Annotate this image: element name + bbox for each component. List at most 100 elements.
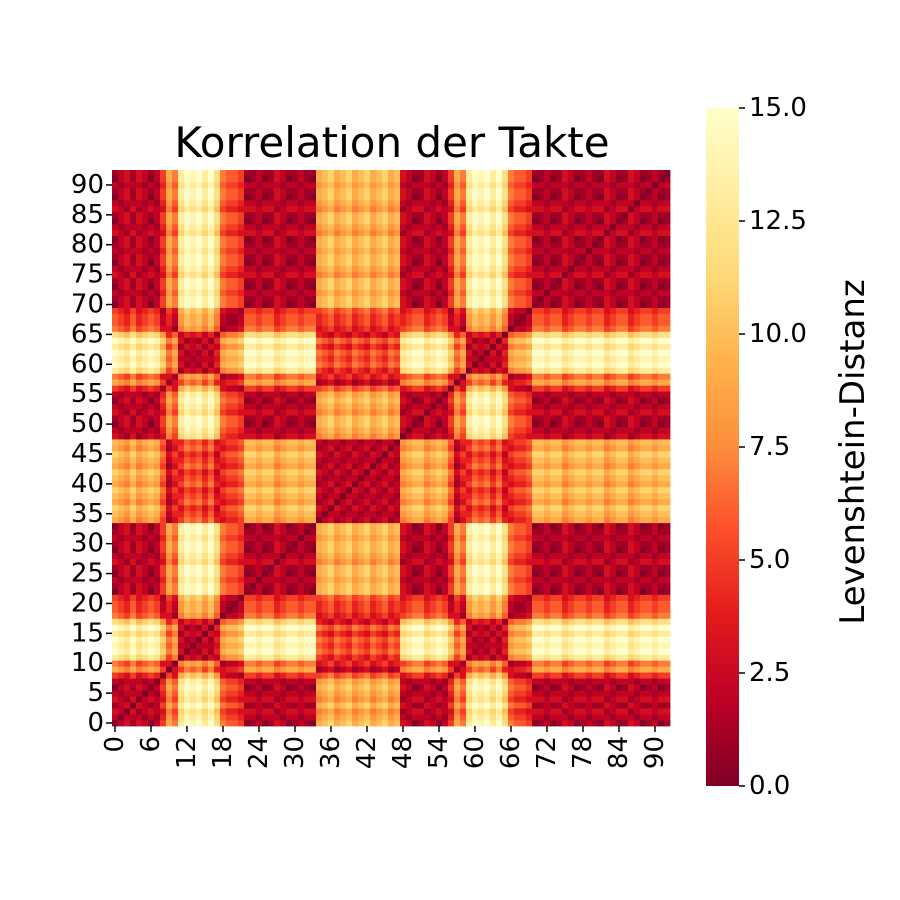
heatmap-cell	[280, 696, 287, 703]
heatmap-cell	[640, 415, 647, 422]
heatmap-cell	[334, 504, 341, 512]
heatmap-cell	[274, 690, 281, 697]
heatmap-cell	[388, 486, 395, 494]
heatmap-cell	[442, 522, 449, 530]
heatmap-cell	[232, 439, 239, 446]
heatmap-cell	[286, 672, 293, 679]
heatmap-cell	[496, 522, 503, 530]
heatmap-cell	[604, 630, 611, 637]
heatmap-cell	[160, 552, 167, 560]
heatmap-cell	[664, 564, 671, 571]
heatmap-cell	[646, 516, 653, 524]
heatmap-cell	[250, 642, 257, 649]
heatmap-cell	[616, 648, 623, 655]
heatmap-cell	[304, 678, 311, 685]
heatmap-cell	[628, 684, 635, 691]
heatmap-cell	[484, 462, 491, 470]
heatmap-cell	[262, 606, 269, 613]
heatmap-cell	[610, 582, 617, 589]
heatmap-cell	[658, 654, 665, 661]
heatmap-cell	[328, 504, 335, 512]
heatmap-cell	[658, 630, 665, 637]
heatmap-cell	[418, 558, 425, 565]
heatmap-cell	[268, 415, 275, 422]
heatmap-cell	[526, 696, 533, 703]
heatmap-cell	[220, 594, 227, 601]
heatmap-cell	[130, 474, 137, 482]
heatmap-cell	[502, 546, 509, 554]
heatmap-cell	[580, 624, 587, 631]
heatmap-cell	[400, 415, 407, 422]
heatmap-cell	[508, 427, 515, 434]
heatmap-cell	[604, 456, 611, 464]
heatmap-cell	[598, 660, 605, 667]
heatmap-cell	[130, 427, 137, 434]
heatmap-cell	[124, 522, 131, 530]
heatmap-cell	[526, 439, 533, 446]
heatmap-cell	[592, 534, 599, 542]
heatmap-cell	[634, 474, 641, 482]
heatmap-cell	[508, 690, 515, 697]
heatmap-cell	[418, 678, 425, 685]
heatmap-cell	[478, 642, 485, 649]
heatmap-cell	[634, 415, 641, 422]
heatmap-cell	[460, 504, 467, 512]
heatmap-cell	[628, 546, 635, 554]
heatmap-cell	[172, 708, 179, 715]
heatmap-cell	[250, 588, 257, 595]
heatmap-cell	[538, 486, 545, 494]
heatmap-cell	[184, 708, 191, 715]
heatmap-cell	[472, 415, 479, 422]
heatmap-cell	[316, 672, 323, 679]
heatmap-cell	[214, 498, 221, 506]
heatmap-cell	[412, 582, 419, 589]
heatmap-cell	[652, 714, 659, 721]
heatmap-cell	[268, 450, 275, 458]
heatmap-cell	[154, 439, 161, 446]
heatmap-cell	[406, 600, 413, 607]
heatmap-cell	[544, 522, 551, 530]
heatmap-cell	[574, 642, 581, 649]
heatmap-cell	[220, 552, 227, 560]
heatmap-cell	[208, 636, 215, 643]
heatmap-cell	[382, 672, 389, 679]
heatmap-cell	[208, 624, 215, 631]
heatmap-cell	[616, 421, 623, 428]
heatmap-cell	[466, 564, 473, 571]
heatmap-cell	[436, 678, 443, 685]
heatmap-cell	[592, 660, 599, 667]
heatmap-cell	[334, 492, 341, 500]
heatmap-cell	[220, 672, 227, 679]
heatmap-cell	[316, 480, 323, 488]
heatmap-cell	[376, 714, 383, 721]
heatmap-cell	[508, 564, 515, 571]
heatmap-cell	[184, 666, 191, 673]
heatmap-cell	[214, 474, 221, 482]
heatmap-cell	[196, 672, 203, 679]
heatmap-cell	[262, 642, 269, 649]
heatmap-cell	[208, 445, 215, 452]
heatmap-cell	[340, 552, 347, 560]
heatmap-cell	[424, 636, 431, 643]
heatmap-cell	[598, 474, 605, 482]
heatmap-cell	[604, 582, 611, 589]
heatmap-cell	[232, 492, 239, 500]
heatmap-cell	[580, 594, 587, 601]
heatmap-cell	[520, 594, 527, 601]
heatmap-cell	[430, 720, 437, 727]
heatmap-cell	[316, 648, 323, 655]
heatmap-cell	[442, 612, 449, 619]
heatmap-cell	[292, 462, 299, 470]
heatmap-cell	[394, 445, 401, 452]
heatmap-cell	[508, 606, 515, 613]
heatmap-cell	[244, 600, 251, 607]
heatmap-cell	[232, 564, 239, 571]
heatmap-cell	[574, 468, 581, 476]
heatmap-cell	[640, 702, 647, 709]
heatmap-cell	[124, 450, 131, 458]
heatmap-cell	[568, 522, 575, 530]
heatmap-cell	[172, 666, 179, 673]
heatmap-cell	[202, 498, 209, 506]
heatmap-cell	[514, 433, 521, 440]
heatmap-cell	[148, 660, 155, 667]
